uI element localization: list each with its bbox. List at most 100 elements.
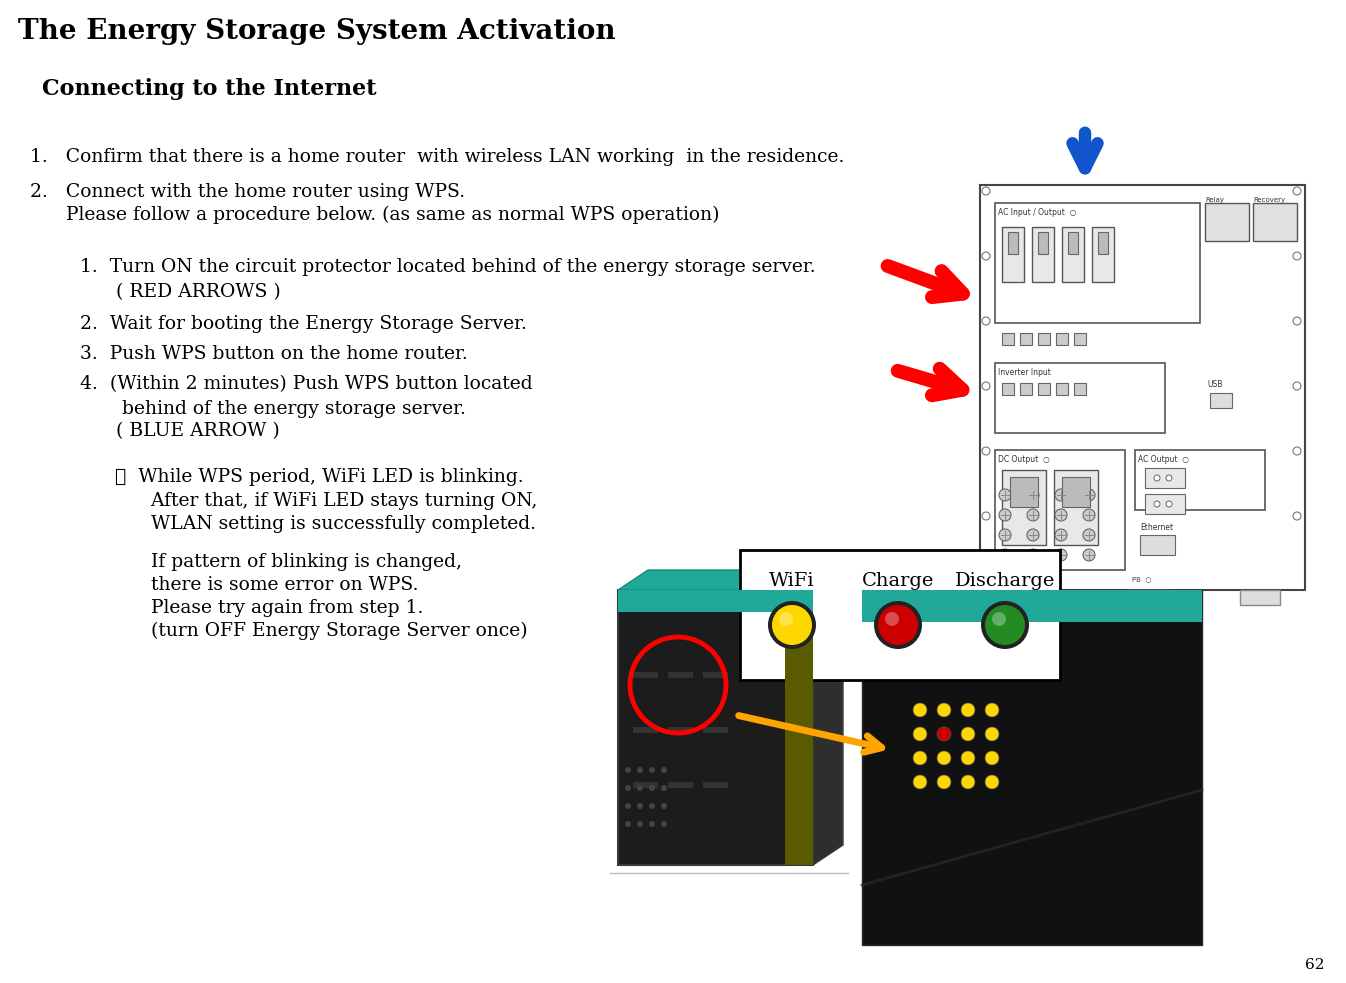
FancyBboxPatch shape — [1131, 590, 1170, 605]
Circle shape — [1027, 529, 1039, 541]
Text: USB: USB — [1207, 380, 1222, 389]
Circle shape — [1084, 529, 1096, 541]
Text: (turn OFF Energy Storage Server once): (turn OFF Energy Storage Server once) — [114, 622, 528, 640]
Text: DC Output  ○: DC Output ○ — [997, 455, 1050, 464]
Circle shape — [625, 767, 631, 773]
FancyBboxPatch shape — [1020, 590, 1061, 605]
Circle shape — [999, 489, 1011, 501]
FancyBboxPatch shape — [668, 782, 693, 788]
Polygon shape — [813, 570, 843, 865]
FancyBboxPatch shape — [1062, 477, 1090, 507]
Circle shape — [874, 601, 922, 649]
Circle shape — [1084, 509, 1096, 521]
Text: The Energy Storage System Activation: The Energy Storage System Activation — [17, 18, 615, 45]
Circle shape — [983, 382, 991, 390]
FancyBboxPatch shape — [1008, 232, 1018, 254]
Circle shape — [661, 785, 668, 791]
Circle shape — [773, 605, 812, 645]
Text: 4.  (Within 2 minutes) Push WPS button located: 4. (Within 2 minutes) Push WPS button lo… — [79, 375, 533, 393]
FancyBboxPatch shape — [1062, 227, 1084, 282]
FancyBboxPatch shape — [1074, 383, 1086, 395]
FancyBboxPatch shape — [995, 363, 1166, 433]
FancyBboxPatch shape — [995, 450, 1125, 570]
Circle shape — [985, 775, 999, 789]
Circle shape — [625, 821, 631, 827]
Circle shape — [961, 751, 975, 765]
Text: behind of the energy storage server.: behind of the energy storage server. — [79, 400, 466, 418]
Circle shape — [1055, 529, 1067, 541]
Circle shape — [878, 605, 918, 645]
FancyBboxPatch shape — [1032, 227, 1054, 282]
Circle shape — [637, 785, 643, 791]
Circle shape — [999, 529, 1011, 541]
FancyBboxPatch shape — [1145, 468, 1184, 488]
Text: 2.  Wait for booting the Energy Storage Server.: 2. Wait for booting the Energy Storage S… — [79, 315, 526, 333]
Text: 2.   Connect with the home router using WPS.: 2. Connect with the home router using WP… — [30, 183, 466, 201]
FancyBboxPatch shape — [703, 672, 728, 678]
FancyBboxPatch shape — [1020, 383, 1032, 395]
FancyBboxPatch shape — [1001, 383, 1014, 395]
FancyBboxPatch shape — [703, 727, 728, 733]
Circle shape — [983, 187, 991, 195]
Text: AC Input / Output  ○: AC Input / Output ○ — [997, 208, 1077, 217]
FancyBboxPatch shape — [1205, 203, 1249, 241]
Circle shape — [1084, 549, 1096, 561]
Text: WLAN setting is successfully completed.: WLAN setting is successfully completed. — [114, 515, 536, 533]
FancyBboxPatch shape — [1001, 333, 1014, 345]
Circle shape — [913, 775, 927, 789]
FancyBboxPatch shape — [1010, 477, 1038, 507]
FancyBboxPatch shape — [1210, 393, 1232, 408]
Circle shape — [985, 703, 999, 717]
FancyBboxPatch shape — [1098, 232, 1108, 254]
Polygon shape — [980, 185, 1306, 590]
FancyBboxPatch shape — [1240, 590, 1280, 605]
Circle shape — [1084, 489, 1096, 501]
Polygon shape — [618, 590, 813, 865]
Circle shape — [1055, 489, 1067, 501]
Circle shape — [1055, 549, 1067, 561]
Circle shape — [913, 703, 927, 717]
Circle shape — [769, 601, 816, 649]
Circle shape — [661, 767, 668, 773]
Circle shape — [1055, 509, 1067, 521]
Text: Discharge: Discharge — [954, 572, 1055, 590]
Circle shape — [649, 767, 656, 773]
Circle shape — [1027, 549, 1039, 561]
Circle shape — [1294, 252, 1302, 260]
Circle shape — [649, 785, 656, 791]
Circle shape — [937, 751, 952, 765]
Circle shape — [981, 601, 1028, 649]
FancyBboxPatch shape — [995, 203, 1201, 323]
Text: If pattern of blinking is changed,: If pattern of blinking is changed, — [114, 553, 462, 571]
Polygon shape — [861, 590, 1202, 622]
Circle shape — [1154, 475, 1160, 481]
Circle shape — [985, 727, 999, 741]
FancyBboxPatch shape — [1057, 333, 1067, 345]
Text: Ethernet: Ethernet — [1140, 523, 1174, 532]
Circle shape — [983, 317, 991, 325]
Circle shape — [1027, 509, 1039, 521]
FancyBboxPatch shape — [1020, 333, 1032, 345]
FancyBboxPatch shape — [1253, 203, 1298, 241]
Text: After that, if WiFi LED stays turning ON,: After that, if WiFi LED stays turning ON… — [114, 492, 537, 510]
Circle shape — [637, 821, 643, 827]
Circle shape — [649, 821, 656, 827]
Circle shape — [961, 727, 975, 741]
Text: Relay: Relay — [1205, 197, 1224, 203]
FancyBboxPatch shape — [1038, 333, 1050, 345]
FancyBboxPatch shape — [703, 782, 728, 788]
Circle shape — [1294, 187, 1302, 195]
Circle shape — [637, 803, 643, 809]
FancyBboxPatch shape — [1092, 227, 1114, 282]
Text: there is some error on WPS.: there is some error on WPS. — [114, 576, 419, 594]
Text: Connecting to the Internet: Connecting to the Internet — [42, 78, 377, 100]
Circle shape — [913, 727, 927, 741]
FancyBboxPatch shape — [1057, 383, 1067, 395]
Text: 1.  Turn ON the circuit protector located behind of the energy storage server.: 1. Turn ON the circuit protector located… — [79, 258, 816, 276]
FancyBboxPatch shape — [1074, 333, 1086, 345]
FancyBboxPatch shape — [1001, 227, 1024, 282]
Circle shape — [1294, 512, 1302, 520]
Polygon shape — [740, 550, 1061, 680]
Text: Charge: Charge — [861, 572, 934, 590]
Circle shape — [937, 703, 952, 717]
